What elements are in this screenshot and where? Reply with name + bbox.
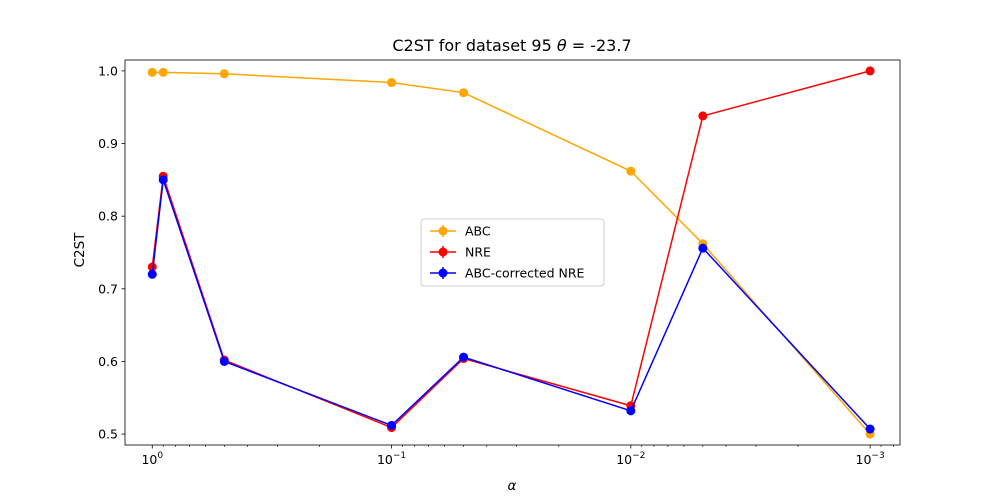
data-point — [865, 424, 875, 434]
series-line-1 — [151, 70, 871, 429]
data-point — [219, 69, 229, 79]
legend: ABC NRE ABC-corrected NRE — [420, 218, 605, 287]
data-point — [459, 88, 469, 98]
y-tick-label: 0.7 — [98, 281, 118, 296]
y-axis-label: C2ST — [72, 232, 88, 268]
y-tick-label: 0.5 — [98, 427, 118, 442]
legend-label: NRE — [465, 245, 491, 260]
y-tick-label: 0.8 — [98, 209, 118, 224]
legend-label: ABC-corrected NRE — [465, 266, 585, 281]
data-point — [387, 78, 397, 88]
y-tick-label: 0.6 — [98, 354, 118, 369]
data-point — [626, 166, 636, 176]
data-point — [459, 352, 469, 362]
x-tick-label: 100 — [141, 451, 163, 467]
y-tick-label: 1.0 — [98, 63, 118, 78]
data-point — [147, 67, 157, 77]
chart-title: C2ST for dataset 95 θ = -23.7 — [392, 36, 631, 55]
data-point — [158, 175, 168, 185]
axes: 0.5 0.6 0.7 0.8 0.9 1.0 100 10−1 10−2 10−3 — [98, 59, 901, 467]
legend-marker — [438, 268, 448, 278]
data-point — [158, 67, 168, 77]
series-line-2 — [151, 179, 871, 430]
data-point — [698, 243, 708, 253]
x-tick-label: 10−2 — [616, 451, 645, 467]
x-tick-label: 10−1 — [377, 451, 406, 467]
x-tick-label: 10−3 — [856, 451, 885, 467]
series-line-0 — [152, 71, 871, 435]
data-point — [147, 262, 157, 272]
data-point — [219, 356, 229, 366]
plot-area — [147, 66, 875, 439]
x-axis-label: α — [508, 478, 517, 494]
data-point — [865, 66, 875, 76]
data-point — [626, 406, 636, 416]
legend-marker — [438, 226, 448, 236]
data-point — [387, 420, 397, 430]
data-point — [147, 269, 157, 279]
data-point — [698, 111, 708, 121]
axes-frame — [124, 59, 901, 446]
legend-marker — [438, 247, 448, 257]
legend-box — [420, 218, 605, 287]
legend-label: ABC — [465, 224, 491, 239]
y-tick-label: 0.9 — [98, 136, 118, 151]
